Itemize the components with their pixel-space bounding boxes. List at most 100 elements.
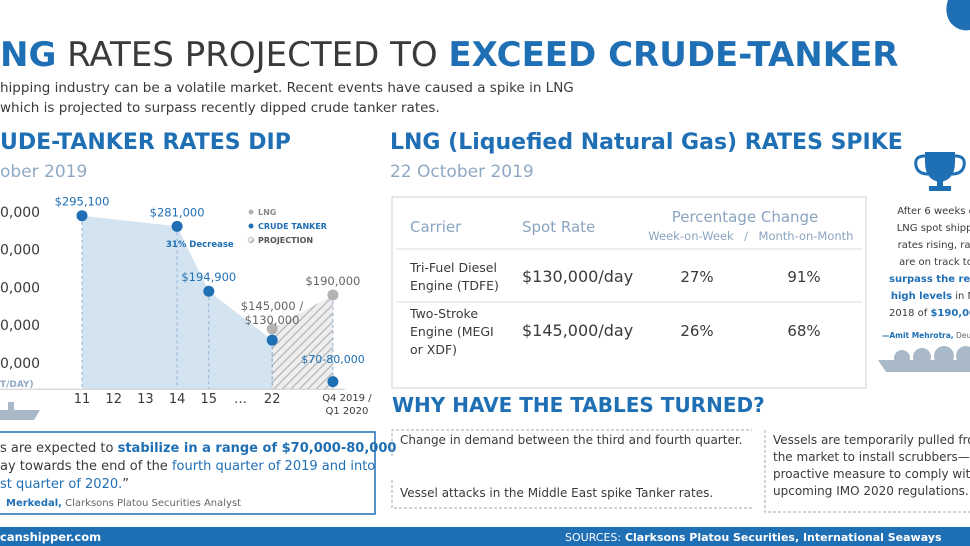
table-header: Percentage Change [672,208,819,226]
legend-label: CRUDE TANKER [258,222,327,231]
chart-title: UDE-TANKER RATES DIP [0,130,291,155]
footer-bar [0,527,970,546]
table-cell: $130,000/day [522,267,633,286]
y-tick-label: 0,000 [0,356,40,372]
attribution-name: —Amit Mehrotra, [882,331,954,340]
title-part: RATES PROJECTED TO [56,35,448,75]
value-label: $190,000 [305,274,360,288]
x-tick-label: 15 [201,392,218,407]
section-title: LNG (Liquefied Natural Gas) RATES SPIKE [390,130,903,155]
box-border [391,480,752,509]
sidebar-highlight: high levels [891,291,952,302]
legend-swatch [248,223,254,229]
page-title: NG RATES PROJECTED TO EXCEED CRUDE-TANKE… [0,35,898,75]
sidebar-text: 2018 of [889,308,930,319]
table-subheader: / [744,229,748,243]
reason: upcoming IMO 2020 regulations. [773,484,969,498]
logo [946,0,970,31]
annotation: $130,000 [245,313,300,327]
section-subtitle: 22 October 2019 [390,162,534,182]
ship-icon [0,402,40,420]
x-tick-label: Q4 2019 /Q1 2020 [322,393,372,417]
table-box [391,196,867,389]
reason: Vessels are temporarily pulled fro [773,433,970,447]
chart-subtitle: ober 2019 [0,162,87,182]
legend-swatch [247,236,255,244]
quote-text: s are expected to [0,441,118,456]
data-point [327,289,339,301]
sidebar-attribution: —Amit Mehrotra, Deutsc [882,331,970,340]
footer-sources: SOURCES: Clarksons Platou Securities, In… [565,531,942,544]
sidebar-highlight: surpass the reco [889,274,970,285]
table-cell: 91% [787,268,820,286]
sidebar-line: high levels in No [891,291,970,302]
legend-swatch [248,209,254,215]
attribution-role: Deutsc [954,331,970,340]
quote-highlight: stabilize in a range of $70,000-80,000 [118,441,397,456]
sidebar-text: are on track to [899,257,970,268]
data-point [203,285,215,297]
crude-area [82,215,333,390]
quote-text: ay towards the end of the [0,459,172,474]
reason: proactive measure to comply with [773,467,970,481]
title-part: NG [0,35,56,75]
title-part: EXCEED CRUDE-TANKER [448,35,898,75]
attribution-role: Clarksons Platou Securities Analyst [62,498,241,509]
x-tick-label: … [234,392,247,407]
projection-area [272,294,333,390]
reason: Change in demand between the third and f… [400,433,742,447]
quote-highlight: st quarter of 2020. [0,477,122,492]
attribution-name: Merkedal, [6,498,62,509]
data-point [327,376,339,388]
x-tick-label: 22 [264,392,281,407]
box-border [764,430,970,513]
annotation: $70-80,000 [301,353,364,366]
table-subheader: Week-on-Week [648,229,734,243]
data-point [266,323,278,335]
trophy-icon [914,152,966,191]
data-point [76,210,88,222]
quote-line: ay towards the end of the fourth quarter… [0,459,375,474]
data-point [171,220,183,232]
reason: Vessel attacks in the Middle East spike … [400,486,713,500]
table-cell: 27% [680,268,713,286]
sidebar-text: LNG spot shippi [897,223,970,234]
quote-line: s are expected to stabilize in a range o… [0,441,396,456]
data-point [266,334,278,346]
sidebar-text: After 6 weeks o [897,206,970,217]
quote-attribution: Merkedal, Clarksons Platou Securities An… [6,498,241,509]
table-cell: 68% [787,322,820,340]
table-cell: Engine (TDFE) [410,278,499,293]
y-tick-label: 0,000 [0,318,40,334]
sidebar-line: 2018 of $190,000 [889,308,970,319]
section-title: WHY HAVE THE TABLES TURNED? [392,393,765,417]
table-cell: or XDF) [410,342,457,357]
table-cell: 26% [680,322,713,340]
quote-box [0,431,376,515]
sources-text: Clarksons Platou Securities, Internation… [621,531,942,544]
intro: which is projected to surpass recently d… [0,100,440,116]
table-cell: Engine (MEGI [410,324,494,339]
table-cell: Tri-Fuel Diesel [409,260,497,275]
value-label: $281,000 [150,205,205,219]
y-tick-label: 0,000 [0,243,40,259]
x-tick-label: 14 [169,392,186,407]
x-tick-label: 13 [137,392,154,407]
quote-highlight: fourth quarter of 2019 and into [172,459,375,474]
sources-label: SOURCES: [565,531,621,544]
annotation: 31% Decrease [166,240,234,250]
legend-label: LNG [258,208,276,217]
y-tick-label: 0,000 [0,280,40,296]
value-label: $194,900 [181,270,236,284]
y-tick-label: 0,000 [0,205,40,221]
intro: hipping industry can be a volatile marke… [0,80,574,96]
y-axis-label: T/DAY) [0,380,34,390]
x-tick-label: 11 [74,392,91,407]
table-cell: Two-Stroke [409,306,478,321]
chart: 0,000 0,000 0,000 0,000 0,000 T/DAY) $190,000 $… [0,195,372,417]
value-label: $295,100 [55,195,110,209]
table-header: Carrier [410,218,462,236]
quote-text: ” [122,477,129,492]
footer-site: canshipper.com [0,530,101,544]
